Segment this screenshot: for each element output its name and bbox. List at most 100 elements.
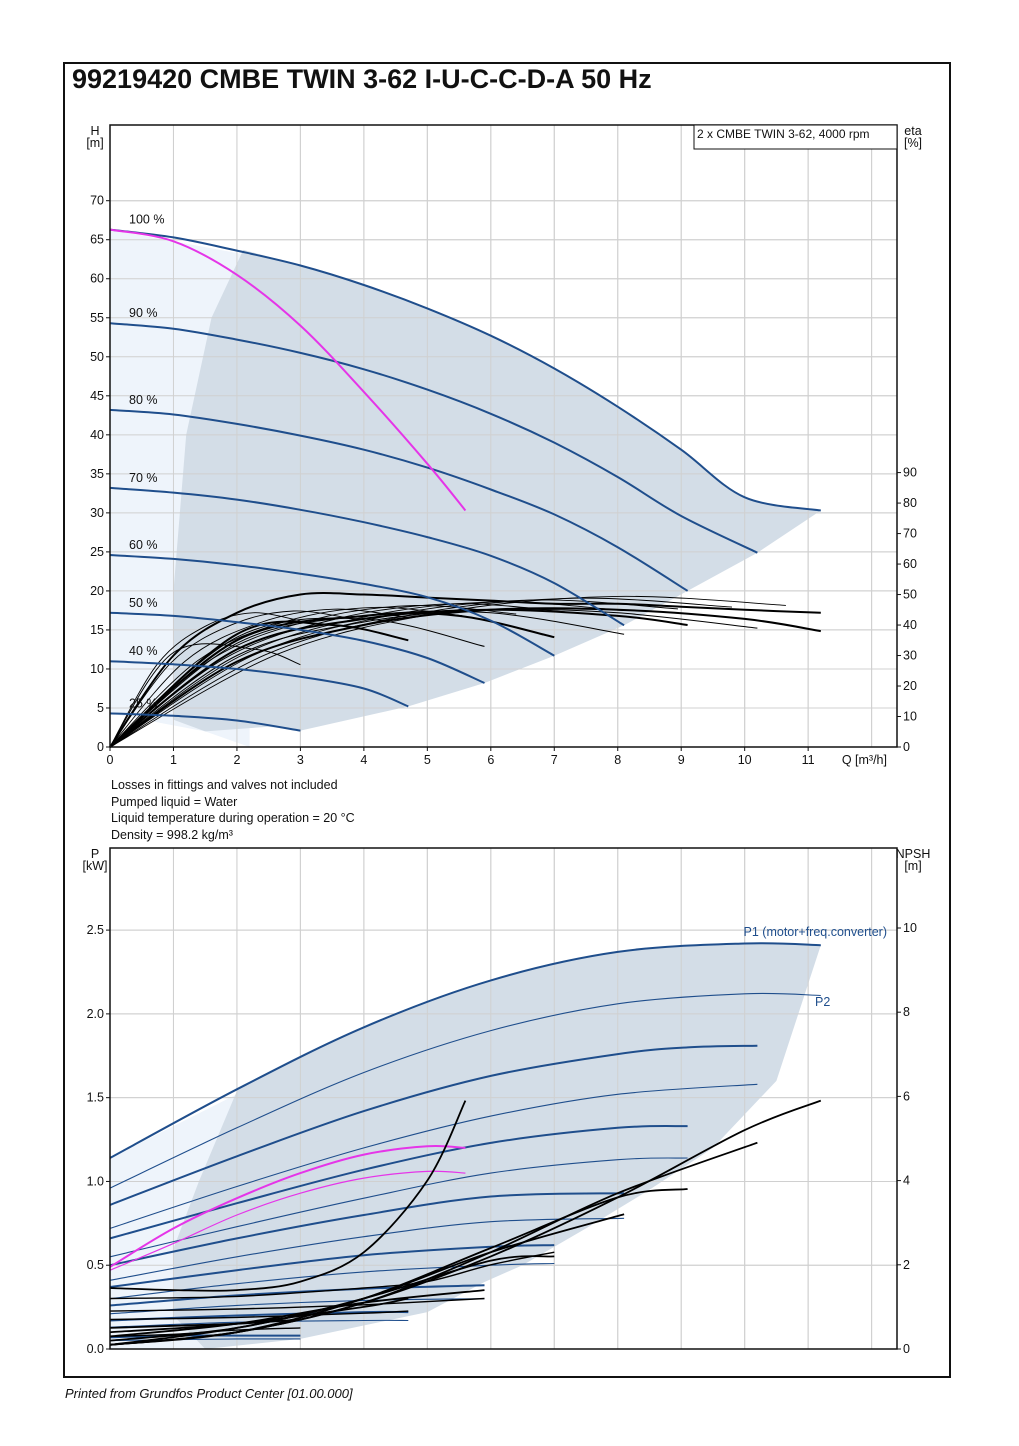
pw-ytick-label: 0.0 (87, 1342, 104, 1356)
qh-xtick-label: 3 (297, 753, 304, 767)
qh-ytick-label: 60 (90, 272, 104, 286)
speed-curve-label: 25 % (129, 696, 158, 710)
duty-curve (109, 228, 467, 512)
qh-ytick-label: 0 (97, 740, 104, 754)
note-line: Pumped liquid = Water (111, 794, 238, 809)
p1-curve (109, 942, 821, 1159)
speed-curve (109, 228, 821, 512)
npsh-curve (109, 1318, 301, 1329)
qh-ytick-label: 25 (90, 545, 104, 559)
pw-y2tick-label: 2 (903, 1258, 910, 1272)
qh-ytick-label: 50 (90, 350, 104, 364)
qh-y2tick-label: 90 (903, 466, 917, 480)
eta-curve-thin (109, 606, 463, 748)
pw-y2tick-label: 10 (903, 921, 917, 935)
eta-curve (109, 643, 301, 748)
speed-curve-label: 80 % (129, 393, 158, 407)
qh-ytick-label: 35 (90, 467, 104, 481)
npsh-curve (109, 1188, 688, 1346)
speed-curve-label: 50 % (129, 596, 158, 610)
qh-xtick-label: 6 (487, 753, 494, 767)
pw-y2label-unit: [m] (904, 859, 921, 873)
pw-y2tick-label: 4 (903, 1174, 910, 1188)
qh-ytick-label: 5 (97, 701, 104, 715)
qh-operating-area (173, 249, 821, 732)
note-line: Losses in fittings and valves not includ… (111, 778, 338, 792)
pw-operating-area (173, 943, 821, 1349)
eta-curve (109, 592, 821, 748)
qh-ytick-label: 45 (90, 389, 104, 403)
p2-curve (109, 1083, 758, 1229)
qh-y2tick-label: 80 (903, 496, 917, 510)
qh-y2tick-label: 50 (903, 588, 917, 602)
npsh-curve-extra (109, 1251, 555, 1300)
footer-text: Printed from Grundfos Product Center [01… (65, 1386, 353, 1401)
speed-curve (109, 611, 485, 684)
qh-y2label-unit: [%] (904, 136, 922, 150)
qh-xtick-label: 9 (678, 753, 685, 767)
qh-y2tick-label: 70 (903, 527, 917, 541)
qh-xtick-label: 10 (738, 753, 752, 767)
pw-y2tick-label: 6 (903, 1089, 910, 1103)
speed-curve (109, 554, 555, 657)
legend-box-text: 2 x CMBE TWIN 3-62, 4000 rpm (697, 127, 870, 141)
p2-curve (109, 1217, 625, 1281)
speed-curve-label: 60 % (129, 538, 158, 552)
pw-y2tick-label: 8 (903, 1005, 910, 1019)
pw-ytick-label: 0.5 (87, 1258, 104, 1272)
eta-curve-thin (109, 597, 733, 748)
speed-curve (109, 486, 625, 627)
qh-plot-border (109, 124, 898, 748)
speed-curve (109, 408, 689, 592)
qh-ytick-label: 40 (90, 428, 104, 442)
qh-ylabel: H (90, 124, 99, 138)
pw-y2label: NPSH (896, 847, 931, 861)
qh-y2tick-label: 20 (903, 679, 917, 693)
qh-ytick-label: 65 (90, 233, 104, 247)
eta-curve-thin (109, 603, 571, 748)
qh-y2tick-label: 60 (903, 557, 917, 571)
qh-ytick-label: 30 (90, 506, 104, 520)
speed-curve-label: 90 % (129, 306, 158, 320)
p1-curve (109, 1125, 688, 1240)
qh-ytick-label: 15 (90, 623, 104, 637)
qh-xtick-label: 4 (360, 753, 367, 767)
notes-block: Losses in fittings and valves not includ… (111, 777, 355, 843)
eta-curve (109, 612, 555, 748)
qh-y2tick-label: 40 (903, 618, 917, 632)
p1-curve (109, 1284, 485, 1307)
npsh-curve-extra (109, 1327, 301, 1338)
note-line: Liquid temperature during operation = 20… (111, 811, 355, 825)
p2-label: P2 (815, 995, 830, 1009)
speed-curve (109, 660, 409, 708)
npsh-curve-extra (109, 1310, 409, 1321)
duty-power-curve (109, 1170, 466, 1271)
pw-ytick-label: 1.5 (87, 1091, 104, 1105)
speed-curve (109, 322, 758, 554)
p2-curve (109, 1157, 688, 1258)
eta-curve-thin (109, 612, 301, 748)
qh-ytick-label: 10 (90, 662, 104, 676)
npsh-curve-extra (109, 1297, 485, 1312)
qh-ytick-label: 20 (90, 584, 104, 598)
qh-xtick-label: 2 (233, 753, 240, 767)
speed-curve (109, 712, 301, 732)
duty-power-curve (109, 1145, 466, 1268)
eta-curve-thin (109, 595, 786, 748)
speed-curve-label: 70 % (129, 471, 158, 485)
qh-y2label: eta (904, 124, 921, 138)
eta-curve-thin (109, 599, 679, 748)
qh-ytick-label: 70 (90, 194, 104, 208)
page-frame (63, 62, 951, 1378)
pw-ylabel-unit: [kW] (83, 859, 108, 873)
qh-xtick-label: 8 (614, 753, 621, 767)
note-line: Density = 998.2 kg/m³ (111, 827, 233, 842)
qh-ylabel-unit: [m] (86, 136, 103, 150)
pw-plot-border (109, 847, 898, 1350)
qh-xtick-label: 11 (802, 753, 815, 767)
npsh-curve (109, 1100, 467, 1292)
qh-xlabel: Q [m³/h] (842, 753, 887, 767)
npsh-curve (109, 1289, 485, 1338)
pw-ytick-label: 2.5 (87, 923, 104, 937)
pw-ytick-label: 1.0 (87, 1174, 104, 1188)
